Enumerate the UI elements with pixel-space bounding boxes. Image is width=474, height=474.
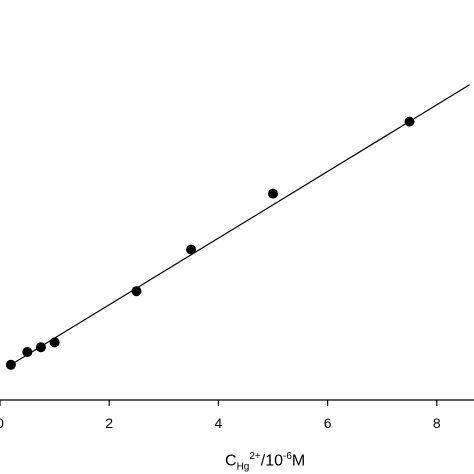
x-axis-title-superscript: 2+: [249, 451, 261, 462]
data-point: [404, 116, 415, 127]
fit-line: [10, 84, 470, 366]
data-point: [131, 286, 142, 297]
x-axis-title-scale: /10: [260, 452, 284, 470]
data-point: [22, 347, 33, 357]
x-axis-title-subscript: Hg: [236, 461, 250, 473]
x-axis-title-unit: M: [291, 452, 306, 470]
x-axis-title: CHg2+/10-6M: [225, 451, 305, 473]
data-point: [186, 244, 197, 255]
x-axis-title-main: C: [225, 452, 237, 470]
x-tick-label: 4: [215, 415, 223, 431]
x-tick-label: 6: [324, 415, 332, 431]
data-point: [35, 342, 46, 353]
x-axis-title-exponent: -6: [283, 451, 292, 462]
data-point: [5, 359, 16, 370]
data-point: [49, 337, 60, 348]
x-tick-label: 8: [433, 415, 441, 431]
data-point: [268, 188, 278, 199]
x-tick-label: 2: [105, 415, 113, 431]
x-tick-label: 0: [0, 415, 4, 431]
